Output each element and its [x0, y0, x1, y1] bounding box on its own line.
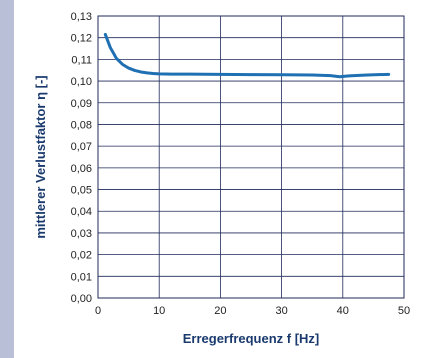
y-tick-label: 0,04: [71, 206, 92, 218]
y-tick-label: 0,12: [71, 33, 92, 45]
y-tick-label: 0,00: [71, 293, 92, 305]
left-decorative-strip: [0, 0, 14, 358]
y-tick-label: 0,10: [71, 76, 92, 88]
y-tick-label: 0,05: [71, 185, 92, 197]
tick-labels: 0,00 0,01 0,02 0,03 0,04 0,05 0,06 0,07 0,08 0,09…: [71, 11, 411, 317]
x-tick-label: 0: [95, 305, 101, 317]
y-tick-label: 0,01: [71, 271, 92, 283]
y-axis-title: mittlerer Verlustfaktor η [-]: [33, 75, 48, 238]
x-tick-label: 20: [214, 305, 226, 317]
y-tick-label: 0,06: [71, 163, 92, 175]
y-tick-label: 0,09: [71, 98, 92, 110]
plot-background: [98, 16, 404, 298]
series-group: [103, 32, 391, 79]
x-tick-label: 50: [398, 305, 410, 317]
x-tick-label: 30: [275, 305, 287, 317]
plot-frame: [97, 15, 405, 299]
y-tick-label: 0,11: [71, 54, 92, 66]
y-tick-label: 0,07: [71, 141, 92, 153]
y-tick-label: 0,02: [71, 250, 92, 262]
x-tick-label: 40: [337, 305, 349, 317]
series-line-1: [103, 32, 391, 79]
x-axis-title: Erregerfrequenz f [Hz]: [183, 331, 320, 346]
x-tick-label: 10: [153, 305, 165, 317]
y-tick-label: 0,08: [71, 119, 92, 131]
y-tick-label: 0,13: [71, 11, 92, 23]
y-tick-label: 0,03: [71, 228, 92, 240]
